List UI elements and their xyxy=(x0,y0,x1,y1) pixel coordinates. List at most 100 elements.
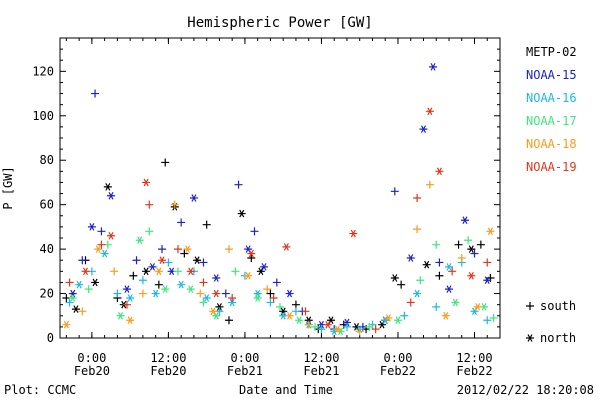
data-point-south xyxy=(301,307,310,316)
x-tick-date: Feb20 xyxy=(74,364,110,378)
data-point-south xyxy=(113,289,122,298)
data-point-south xyxy=(435,271,444,280)
data-point-south xyxy=(476,240,485,249)
data-point-south xyxy=(154,280,163,289)
data-point-south xyxy=(526,302,534,310)
data-point-south xyxy=(483,258,492,267)
data-point-north xyxy=(253,294,262,302)
x-tick-date: Feb21 xyxy=(227,364,263,378)
legend-entry: NOAA-17 xyxy=(526,114,577,128)
series-noaa-15 xyxy=(68,63,492,334)
data-point-north xyxy=(122,285,131,293)
data-point-north xyxy=(237,209,246,218)
data-point-south xyxy=(483,316,492,325)
data-point-south xyxy=(464,236,473,245)
x-tick-time: 12:00 xyxy=(456,351,492,365)
data-point-south xyxy=(180,249,189,258)
data-point-north xyxy=(260,263,269,271)
data-point-south xyxy=(413,225,422,234)
data-point-north xyxy=(441,311,450,320)
data-point-south xyxy=(132,256,141,265)
data-point-north xyxy=(183,245,192,253)
data-point-south xyxy=(164,258,173,267)
data-point-north xyxy=(135,236,144,245)
series-legend: METP-02 NOAA-15 NOAA-16 NOAA-17 NOAA-18 NOAA-… xyxy=(526,45,577,174)
data-point-south xyxy=(416,276,425,285)
legend-entry: NOAA-16 xyxy=(526,91,577,105)
data-point-north xyxy=(285,311,294,320)
data-point-north xyxy=(425,107,434,116)
data-point-south xyxy=(97,227,106,236)
data-point-south xyxy=(234,180,243,189)
data-point-north xyxy=(429,63,438,71)
data-point-south xyxy=(365,322,374,331)
data-point-north xyxy=(116,311,125,320)
data-point-south xyxy=(250,227,259,236)
data-point-north xyxy=(256,267,265,276)
data-point-north xyxy=(342,318,351,327)
data-point-south xyxy=(266,289,275,298)
data-point-north xyxy=(81,267,90,276)
footer-timestamp: 2012/02/22 18:20:08 xyxy=(457,383,594,397)
data-point-north xyxy=(142,178,151,187)
data-point-north xyxy=(212,289,221,298)
data-point-north xyxy=(71,305,80,313)
data-point-north xyxy=(253,289,262,298)
data-point-north xyxy=(384,314,393,322)
data-point-south xyxy=(65,298,74,307)
x-tick-time: 0:00 xyxy=(230,351,259,365)
data-point-north xyxy=(349,229,358,238)
data-point-south xyxy=(224,245,233,254)
data-point-north xyxy=(460,216,469,225)
series-noaa-16 xyxy=(65,249,492,336)
data-point-north xyxy=(244,245,253,253)
data-point-south xyxy=(161,158,170,167)
data-point-north xyxy=(154,267,163,276)
data-point-north xyxy=(148,263,157,271)
data-point-north xyxy=(87,223,96,231)
data-point-north xyxy=(467,271,476,280)
data-point-north xyxy=(483,276,492,285)
data-point-south xyxy=(311,322,320,331)
data-point-south xyxy=(173,267,182,276)
data-point-south xyxy=(317,325,326,334)
legend-entry: NOAA-19 xyxy=(526,160,577,174)
data-point-north xyxy=(323,320,332,329)
x-tick-date: Feb22 xyxy=(380,364,416,378)
data-point-north xyxy=(75,280,84,289)
data-point-south xyxy=(173,245,182,254)
data-point-north xyxy=(378,320,387,329)
data-point-south xyxy=(199,278,208,287)
data-point-south xyxy=(170,200,179,209)
x-tick-date: Feb21 xyxy=(303,364,339,378)
data-point-south xyxy=(454,240,463,249)
marker-legend-label: south xyxy=(540,299,576,313)
data-point-north xyxy=(470,307,479,316)
data-point-north xyxy=(390,274,399,282)
y-tick-label: 0 xyxy=(47,331,54,345)
data-point-north xyxy=(126,316,135,325)
data-point-south xyxy=(97,240,106,249)
data-point-north xyxy=(177,280,186,289)
data-point-south xyxy=(448,267,457,276)
data-point-north xyxy=(186,267,195,276)
y-tick-label: 120 xyxy=(32,64,54,78)
data-point-south xyxy=(145,227,154,236)
data-point-south xyxy=(122,300,131,309)
data-point-south xyxy=(78,307,87,316)
y-tick-label: 60 xyxy=(40,198,54,212)
data-point-south xyxy=(221,289,230,298)
data-point-north xyxy=(467,245,476,253)
data-point-south xyxy=(276,302,284,311)
data-point-north xyxy=(62,320,71,329)
data-point-north xyxy=(209,307,218,316)
data-point-south xyxy=(158,245,167,254)
data-point-south xyxy=(371,325,380,334)
data-point-south xyxy=(138,289,147,298)
legend-entry: METP-02 xyxy=(526,45,577,59)
marker-legend: south north xyxy=(526,299,576,345)
data-point-south xyxy=(406,298,415,307)
data-point-south xyxy=(65,278,74,287)
data-point-north xyxy=(215,303,224,311)
data-point-south xyxy=(291,307,300,316)
